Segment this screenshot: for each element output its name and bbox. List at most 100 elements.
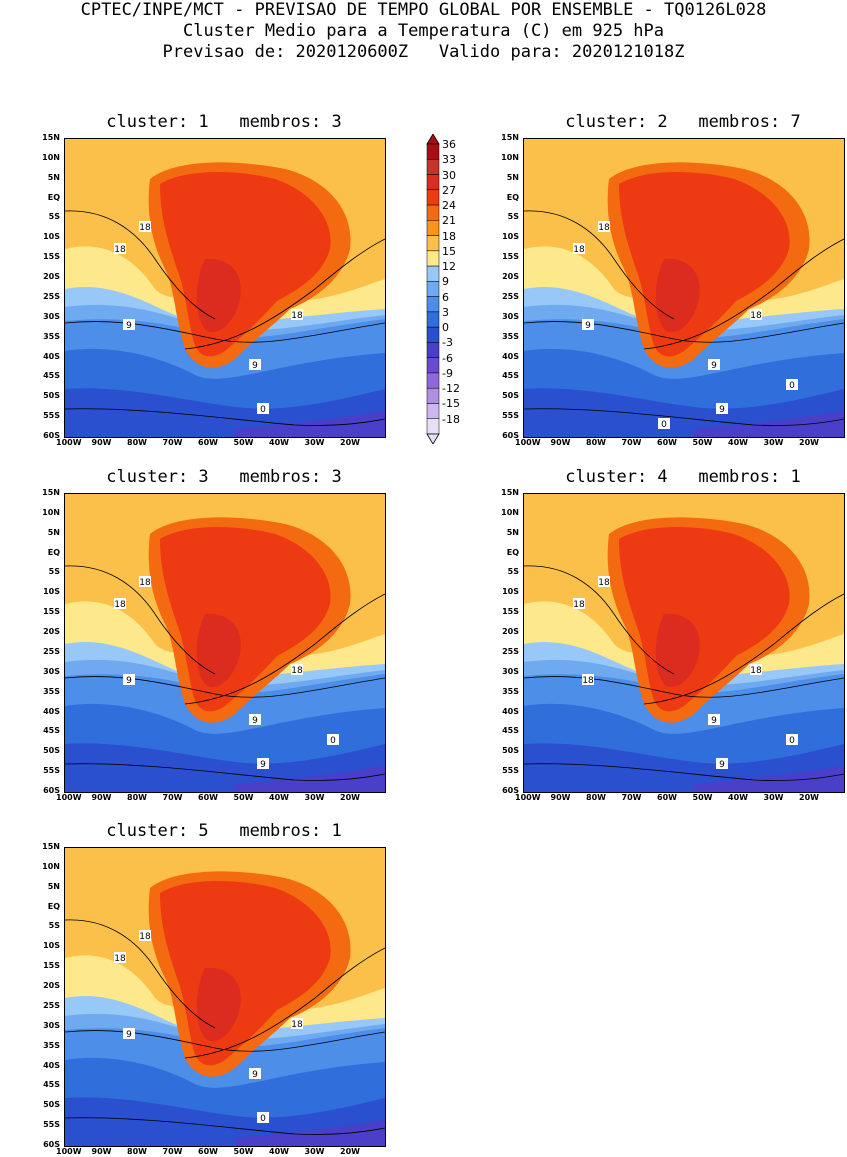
lon-tick-label: 80W [127,793,147,802]
svg-text:9: 9 [126,1030,132,1040]
colorbar-segment [426,174,440,191]
svg-text:18: 18 [114,245,126,255]
lat-tick-label: 60S [502,786,519,795]
lat-tick-label: 40S [502,351,519,361]
lat-tick-label: 25S [43,291,60,301]
lat-tick-label: 40S [43,351,60,361]
svg-text:18: 18 [573,245,585,255]
contour-label: 18 [114,243,126,255]
svg-text:9: 9 [252,361,258,371]
lon-tick-label: 40W [269,793,289,802]
panel-title: cluster: 4 membros: 1 [565,467,801,487]
contour-line [524,763,844,781]
field-30 [196,613,241,688]
svg-text:9: 9 [585,321,591,331]
lat-tick-label: 30S [502,666,519,676]
lat-tick-label: 25S [502,291,519,301]
svg-text:18: 18 [139,578,151,588]
lat-tick-label: 60S [43,786,60,795]
colorbar-segment [426,265,440,282]
svg-text:18: 18 [291,311,303,321]
colorbar-label: -15 [442,397,460,411]
lat-tick-label: 25S [43,646,60,656]
contour-label: 9 [257,758,269,770]
contour-label: 18 [582,674,594,686]
svg-text:9: 9 [711,716,717,726]
lon-tick-label: 50W [233,1147,254,1156]
contour-label: 18 [114,598,126,610]
lat-tick-label: 35S [43,1040,60,1050]
lat-tick-label: 15S [43,607,60,617]
lon-tick-label: 30W [763,793,784,802]
lon-tick-label: 100W [56,1147,82,1156]
lat-tick-label: 45S [43,1080,60,1090]
colorbar-label: 36 [442,138,456,151]
contour-label: 9 [249,359,261,371]
contour-label: 0 [257,1112,269,1124]
lon-tick-label: 20W [340,793,360,802]
lat-tick-label: 15S [43,961,60,971]
contour-line [65,210,216,320]
lon-tick-label: 80W [586,793,606,802]
contour-label: 18 [750,664,762,676]
lon-tick-label: 90W [550,793,571,802]
temperature-map: 18 18 18 18 9 9 0 [523,493,845,793]
lat-tick-label: 20S [43,627,60,637]
contour-label: 18 [139,576,151,588]
lat-tick-label: 35S [43,686,60,696]
lat-tick-label: EQ [506,547,519,557]
header-line-3: Previsao de: 2020120600Z Valido para: 20… [162,42,685,62]
colorbar-segment [426,372,440,389]
contour-label: 18 [291,1018,303,1030]
lon-tick-label: 20W [799,793,819,802]
lon-tick-label: 50W [233,438,254,447]
contour-label: 9 [716,403,728,415]
lat-tick-label: 35S [502,686,519,696]
contour-label: 18 [573,598,585,610]
lon-tick-label: 80W [127,1147,147,1156]
colorbar-label: 30 [442,168,456,182]
temperature-map: 18 18 18 9 9 9 0 [64,493,386,793]
colorbar-segment [426,296,440,313]
lat-tick-label: 10S [502,232,519,242]
lon-tick-label: 60W [198,438,218,447]
contour-label: 9 [123,674,135,686]
colorbar-label: 21 [442,214,456,228]
lon-tick-label: 60W [198,1147,218,1156]
contour-line [65,763,385,781]
contour-label: 9 [708,714,720,726]
field-cold-3 [235,1120,385,1146]
lat-tick-label: 60S [43,1140,60,1149]
lat-tick-label: 10S [43,232,60,242]
lon-tick-label: 100W [56,793,82,802]
contour-label: 18 [598,221,610,233]
lat-tick-label: 30S [43,666,60,676]
lat-tick-label: 10S [43,587,60,597]
lat-tick-label: EQ [47,192,60,202]
colorbar-label: 3 [442,305,449,319]
contour-label: 0 [786,734,798,746]
colorbar-label: -3 [442,336,453,350]
svg-text:18: 18 [291,1020,303,1030]
lon-tick-label: 90W [550,438,571,447]
lat-tick-label: 60S [43,431,60,440]
contour-line [65,565,216,675]
lat-tick-label: 5N [506,172,519,182]
lon-tick-label: 30W [304,1147,325,1156]
lat-tick-label: 45S [502,371,519,381]
contour-line [65,1117,385,1135]
lon-tick-label: 50W [233,793,254,802]
lat-tick-label: 5S [507,567,519,577]
colorbar-label: -18 [442,412,460,426]
contour-label: 9 [249,1068,261,1080]
lon-tick-label: 70W [162,793,183,802]
svg-text:18: 18 [139,223,151,233]
lon-tick-label: 20W [340,438,360,447]
lat-tick-label: 5N [506,527,519,537]
lat-tick-label: 20S [43,272,60,282]
header-line-1: CPTEC/INPE/MCT - PREVISAO DE TEMPO GLOBA… [80,0,767,20]
svg-text:0: 0 [789,736,795,746]
contour-label: 9 [708,359,720,371]
field-30 [196,258,241,333]
lon-tick-label: 100W [515,793,541,802]
